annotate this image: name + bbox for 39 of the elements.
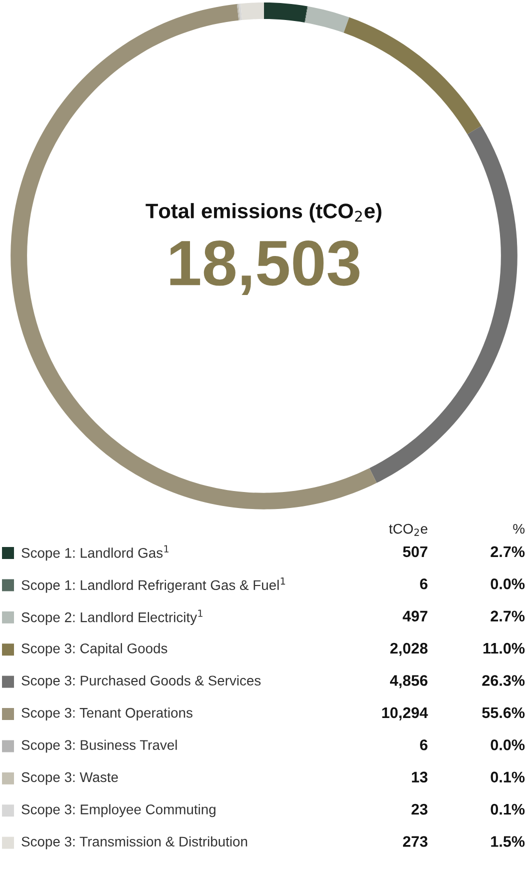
data-label: 10,294 <box>382 707 428 720</box>
text: 11.0% <box>483 642 525 654</box>
donut-slice <box>344 17 482 134</box>
legend-label: Scope 3: Tenant Operations <box>22 708 192 720</box>
data-label: 2,028 <box>390 642 428 656</box>
legend-label: Scope 3: Capital Goods <box>22 643 168 656</box>
text: 0.1% <box>490 772 525 782</box>
legend-label: Scope 3: Business Travel <box>22 740 177 753</box>
text: 0.0% <box>490 739 525 750</box>
data-label: 23 <box>412 804 428 815</box>
text: 18,503 <box>170 240 360 296</box>
legend-label: Scope 3: Transmission & Distribution <box>22 836 248 850</box>
data-label: 4,856 <box>390 675 428 688</box>
text: tCO$_{2}$e <box>389 524 428 536</box>
donut-slice <box>304 6 308 23</box>
data-label: 497 <box>402 610 428 622</box>
text: 0.0% <box>490 578 525 590</box>
data-label: 507 <box>402 546 428 558</box>
donut-slice <box>240 2 264 20</box>
donut-slice <box>305 6 350 33</box>
legend-label: Scope 2: Landlord Electricity$^{1}$ <box>22 610 202 625</box>
text: 2.7% <box>490 546 525 558</box>
legend-label: Scope 1: Landlord Gas$^{1}$ <box>22 545 168 561</box>
data-label: 273 <box>403 836 428 847</box>
text: 55.6% <box>482 707 525 718</box>
data-label: 6 <box>420 739 428 750</box>
legend-label: Scope 3: Waste <box>22 772 118 785</box>
data-label: 6 <box>420 578 428 590</box>
text: 1.5% <box>491 836 525 847</box>
data-label: 13 <box>412 772 428 783</box>
text: 26.3% <box>482 675 525 686</box>
text: % <box>513 524 525 534</box>
text: Total emissions (tCO$_{2}$e) <box>146 203 382 222</box>
text: 2.7% <box>490 610 525 622</box>
legend-label: Scope 1: Landlord Refrigerant Gas & Fuel$^{1}$ <box>22 577 286 593</box>
legend-label: Scope 3: Purchased Goods & Services <box>22 675 261 688</box>
legend-label: Scope 3: Employee Commuting <box>22 804 216 818</box>
donut-slice <box>264 2 308 23</box>
text: 0.1% <box>490 804 525 815</box>
